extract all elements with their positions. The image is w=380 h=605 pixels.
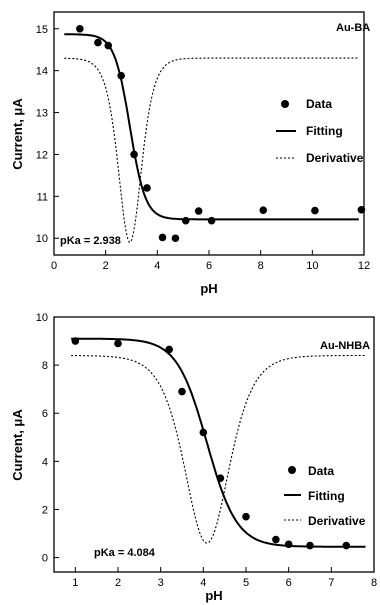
data-point (242, 512, 250, 521)
y-tick-label: 10 (36, 233, 48, 245)
data-point (130, 150, 138, 159)
x-tick-label: 2 (103, 260, 109, 272)
x-tick-label: 0 (51, 260, 57, 272)
y-tick-label: 0 (42, 553, 48, 565)
y-tick-label: 14 (36, 66, 48, 78)
x-tick-label: 12 (358, 260, 370, 272)
data-point (199, 428, 208, 437)
y-tick-label: 8 (42, 360, 48, 372)
x-tick-label: 4 (154, 260, 160, 272)
x-axis-title: pH (200, 281, 217, 296)
panel-label: Au-BA (336, 22, 370, 34)
data-point (357, 205, 366, 214)
y-tick-label: 15 (36, 24, 48, 36)
data-point (143, 184, 151, 192)
legend-data-marker (288, 466, 296, 474)
y-tick-label: 2 (42, 504, 48, 516)
data-point (178, 387, 186, 396)
legend-label-fitting: Fitting (306, 124, 343, 138)
chart-panel-au-ba: Au-BA pH Current, μA pKa = 2.938 0 2 4 6 8 10… (10, 11, 370, 296)
x-tick-label: 8 (258, 260, 264, 272)
data-point (165, 345, 173, 354)
data-point (284, 540, 293, 549)
y-axis-title: Current, μA (10, 98, 25, 170)
data-point (342, 541, 351, 550)
y-tick-label: 4 (42, 456, 48, 468)
legend: Data Fitting Derivative (284, 464, 366, 528)
chart-panel-au-nhba: Au-NHBA pH Current, μA pKa = 4.084 1 2 3 4 5… (10, 312, 377, 603)
x-tick-label: 1 (72, 577, 78, 589)
data-point (71, 337, 80, 345)
pka-label: pKa = 4.084 (94, 547, 156, 559)
legend-label-derivative: Derivative (308, 514, 366, 528)
data-point (104, 41, 113, 50)
data-point (171, 234, 180, 243)
y-tick-label: 6 (42, 408, 48, 420)
derivative-curve (71, 354, 366, 544)
x-tick-label: 3 (158, 577, 164, 589)
plot-frame (53, 316, 375, 573)
data-point (216, 474, 225, 482)
x-tick-label: 7 (328, 577, 334, 589)
data-point (194, 207, 203, 215)
data-point (158, 233, 167, 242)
legend-data-marker (281, 100, 289, 108)
data-point (181, 216, 190, 225)
y-tick-label: 13 (36, 108, 48, 120)
y-tick-label: 10 (36, 312, 48, 324)
x-tick-label: 4 (200, 577, 206, 589)
data-point (306, 541, 314, 550)
derivative-curve (64, 57, 359, 243)
legend-label-data: Data (306, 97, 332, 111)
legend-label-fitting: Fitting (308, 489, 345, 503)
x-tick-label: 8 (371, 577, 377, 589)
data-point (76, 24, 84, 33)
data-point (311, 206, 319, 215)
data-point (94, 38, 102, 47)
data-point (114, 339, 122, 348)
data-point (207, 216, 216, 225)
x-tick-label: 6 (206, 260, 212, 272)
panel-label: Au-NHBA (320, 340, 370, 352)
x-tick-label: 10 (306, 260, 318, 272)
y-axis-title: Current, μA (10, 409, 25, 481)
data-point (259, 206, 268, 214)
legend-label-derivative: Derivative (306, 151, 364, 165)
pka-label: pKa = 2.938 (60, 235, 121, 247)
x-tick-label: 5 (243, 577, 249, 589)
y-tick-label: 11 (37, 191, 48, 203)
x-tick-label: 2 (115, 577, 121, 589)
y-tick-label: 12 (36, 149, 48, 161)
data-point (272, 535, 280, 544)
legend-label-data: Data (308, 464, 334, 478)
x-tick-label: 6 (286, 577, 292, 589)
x-axis-title: pH (205, 588, 222, 603)
legend: Data Fitting Derivative (276, 97, 364, 165)
data-point (117, 71, 125, 80)
